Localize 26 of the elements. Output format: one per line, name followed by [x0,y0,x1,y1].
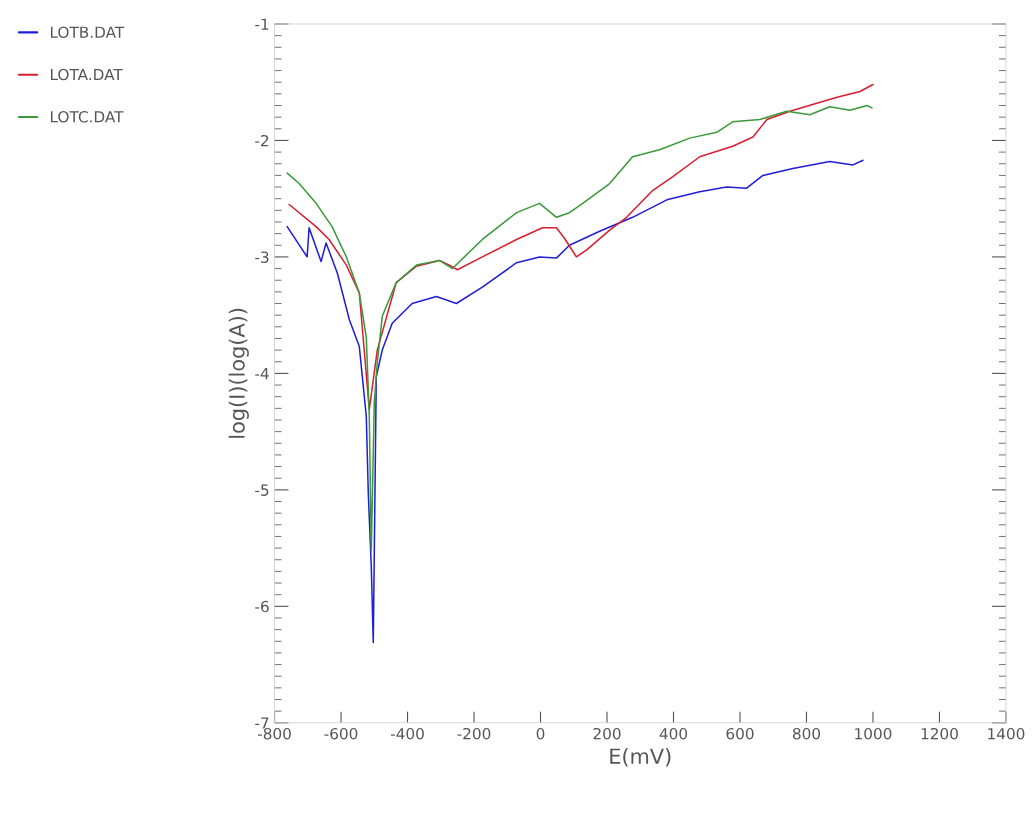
y-tick-label: -7 [255,717,269,729]
legend-label: LOTB.DAT [50,26,125,38]
y-tick-label: -4 [255,368,269,380]
x-tick-label: -400 [390,727,424,740]
y-tick-label: -6 [255,600,269,613]
y-tick-label: -2 [255,134,269,147]
line-series [286,104,873,552]
x-tick-label: 400 [659,727,688,740]
y-tick-label: -5 [255,484,269,496]
x-axis-title: E(mV) [610,748,671,767]
legend-label: LOTA.DAT [50,68,123,81]
x-tick-label: 800 [792,727,821,740]
x-tick-label: 0 [536,727,545,740]
y-tick-label: -1 [255,18,269,30]
x-tick-label: 1400 [988,727,1025,740]
legend-label: LOTC.DAT [50,111,124,123]
line-series [286,159,864,644]
x-tick-label: 200 [593,727,621,740]
y-tick-label: -3 [255,251,269,263]
x-tick-label: 600 [726,727,754,740]
y-axis-title: log(I)(log(A)) [228,308,249,438]
x-tick-label: 1000 [855,727,892,740]
x-tick-label: -200 [457,727,491,740]
x-tick-label: -600 [324,727,358,740]
x-tick-label: 1200 [921,727,958,740]
x-tick-label: -800 [257,727,291,740]
